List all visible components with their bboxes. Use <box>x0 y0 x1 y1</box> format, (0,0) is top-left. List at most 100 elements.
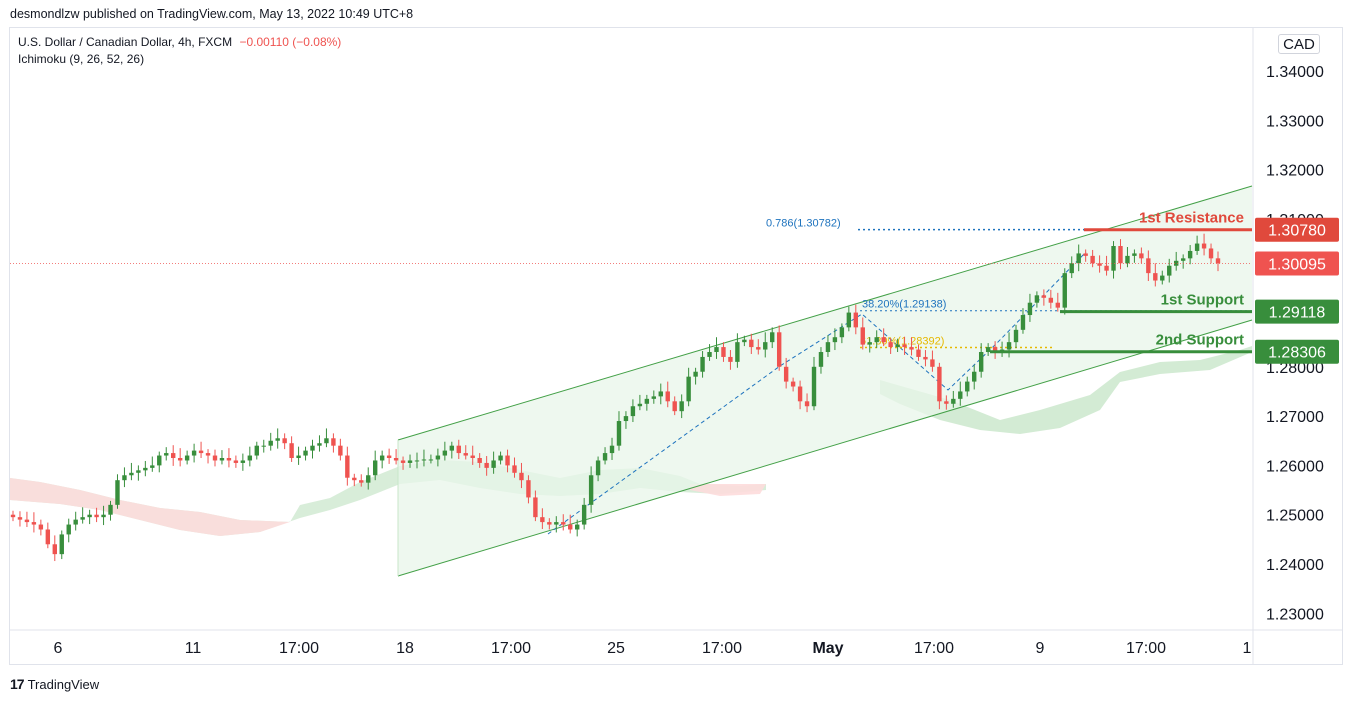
candle-body <box>630 406 636 417</box>
candle <box>108 500 113 521</box>
candle <box>825 335 831 357</box>
candle <box>233 455 239 468</box>
candle-body <box>359 480 364 483</box>
candle <box>700 351 705 378</box>
candle-body <box>742 339 747 343</box>
candle-body <box>644 398 650 404</box>
candle <box>345 446 350 486</box>
candle <box>540 508 545 529</box>
candle <box>581 497 587 530</box>
candle <box>1153 263 1158 287</box>
candle <box>143 460 148 477</box>
y-tick-label: 1.23000 <box>1266 606 1324 623</box>
candle <box>860 317 865 350</box>
candle-body <box>1034 295 1040 303</box>
candle <box>1167 258 1172 283</box>
candle <box>477 453 482 468</box>
candle-body <box>1006 342 1012 350</box>
candle <box>303 446 308 461</box>
price-axis-label: 1.30780 <box>1255 217 1339 242</box>
candle <box>1069 256 1074 279</box>
candle <box>679 394 684 419</box>
indicator-name[interactable]: Ichimoku (9, 26, 52, 26) <box>18 52 145 66</box>
candle-body <box>1013 329 1019 343</box>
candle <box>923 350 928 367</box>
candle <box>756 339 761 355</box>
candle-body <box>143 467 148 471</box>
candle-body <box>574 524 580 530</box>
cloud-bear-area <box>10 478 290 536</box>
candle-body <box>1153 273 1158 281</box>
candle-body <box>379 455 385 461</box>
candle-body <box>672 401 677 412</box>
candle-body <box>728 356 733 362</box>
candle-body <box>860 327 865 345</box>
candle-body <box>1180 258 1186 261</box>
candle-body <box>400 460 406 463</box>
x-tick-label: 11 <box>185 640 202 657</box>
candle-body <box>345 455 350 478</box>
candle <box>728 350 733 370</box>
candle-body <box>839 327 845 338</box>
candle-body <box>533 497 538 518</box>
chart-legend: U.S. Dollar / Canadian Dollar, 4h, FXCM … <box>18 35 341 66</box>
candle-body <box>923 356 928 360</box>
candle-body <box>951 398 956 404</box>
candle <box>1208 243 1214 264</box>
candle <box>972 364 977 390</box>
candle-body <box>191 450 197 456</box>
candle <box>519 462 524 489</box>
candle-body <box>1027 302 1033 316</box>
candle <box>1104 255 1109 276</box>
symbol-name[interactable]: U.S. Dollar / Canadian Dollar, 4h, FXCM <box>18 35 233 49</box>
candle <box>254 441 259 460</box>
candle <box>400 456 406 470</box>
candle-body <box>122 475 127 481</box>
candle-body <box>888 342 893 348</box>
candle-body <box>261 445 266 447</box>
candle-body <box>52 544 57 555</box>
candle <box>87 509 92 525</box>
channel-fill <box>398 186 1252 576</box>
footer-brand[interactable]: TradingView <box>27 676 100 692</box>
candle-body <box>366 475 371 483</box>
candle <box>1215 251 1221 272</box>
candle-body <box>595 460 601 476</box>
candle-body <box>700 356 705 372</box>
currency-button[interactable]: CAD <box>1278 34 1320 54</box>
candle-body <box>428 459 434 461</box>
x-tick-label: 17:00 <box>702 640 742 657</box>
candle-body <box>1125 255 1130 264</box>
x-tick-label: May <box>812 640 843 657</box>
candle <box>665 381 670 408</box>
candle-body <box>783 366 789 382</box>
chart-frame[interactable] <box>9 27 1343 665</box>
x-tick-label: 17:00 <box>1126 640 1166 657</box>
candle <box>379 450 385 469</box>
candle <box>122 467 127 488</box>
candle <box>951 390 956 408</box>
candle <box>853 304 859 335</box>
candle <box>881 328 886 347</box>
candle <box>526 475 531 504</box>
channel-lower-line <box>397 319 1253 577</box>
level-label: 1st Resistance <box>1139 210 1244 227</box>
candle-body <box>1132 253 1137 256</box>
candle <box>1194 235 1200 255</box>
candle-body <box>38 524 44 530</box>
candle <box>672 396 677 416</box>
price-change: −0.00110 (−0.08%) <box>239 35 342 49</box>
candle <box>1062 268 1067 315</box>
candle-body <box>205 453 211 456</box>
candle <box>616 411 622 451</box>
tradingview-logo-icon[interactable]: 17 <box>10 676 25 692</box>
candle <box>282 433 287 450</box>
candle-body <box>714 347 719 353</box>
candle <box>839 323 845 344</box>
candle-body <box>665 391 670 402</box>
candle <box>1083 249 1088 262</box>
fib-label: 0.786(1.30782) <box>766 218 841 230</box>
candle <box>421 449 427 467</box>
candle <box>958 381 963 406</box>
